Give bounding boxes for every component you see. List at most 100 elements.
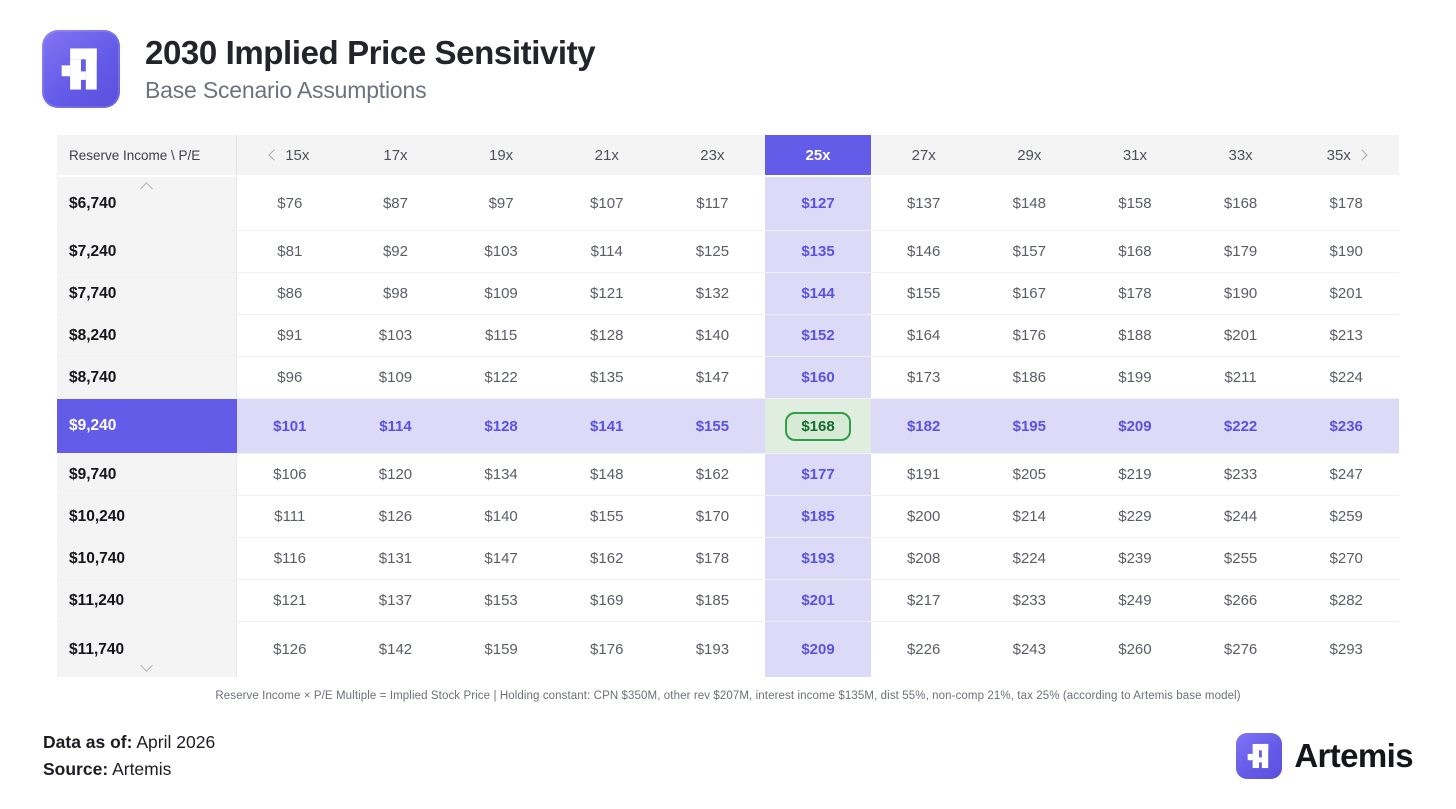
price-cell: $168 — [1118, 243, 1152, 260]
price-cell: $92 — [382, 243, 408, 260]
column-header-31x[interactable]: 31x — [1082, 135, 1188, 175]
price-cell: $224 — [1012, 550, 1046, 567]
row-label-6740[interactable]: $6,740 — [57, 177, 237, 230]
row-label: $11,240 — [69, 591, 125, 609]
price-cell: $185 — [765, 496, 871, 537]
price-cell: $141 — [553, 399, 660, 453]
row-label-7240[interactable]: $7,240 — [57, 231, 237, 272]
price-cell: $233 — [1012, 592, 1046, 609]
price-cell: $91 — [277, 327, 303, 344]
row-label-10740[interactable]: $10,740 — [57, 538, 237, 579]
column-header-23x[interactable]: 23x — [659, 135, 766, 175]
table-row: $7,240 $81 $92 $103 $114 $125 $135 $146 $157 $168… — [57, 231, 1399, 273]
row-label-11740[interactable]: $11,740 — [57, 622, 237, 677]
price-cell: $260 — [1118, 641, 1152, 658]
price-cell: $146 — [906, 243, 941, 260]
table-row: $7,740 $86 $98 $109 $121 $132 $144 $155 $167 $178… — [57, 273, 1399, 315]
price-cell: $229 — [1118, 508, 1152, 525]
price-cell: $155 — [906, 285, 941, 302]
table-row: $10,740 $116 $131 $147 $162 $178 $193 $208 $224 $… — [57, 538, 1399, 580]
source-value: Artemis — [112, 759, 172, 779]
selected-price-pill[interactable]: $168 — [785, 411, 851, 441]
row-label-9740[interactable]: $9,740 — [57, 454, 237, 495]
page-footer: Data as of: April 2026 Source: Artemis — [0, 702, 1456, 783]
price-cell: $217 — [906, 592, 941, 609]
price-cell: $224 — [1329, 369, 1363, 386]
price-cell: $176 — [1012, 327, 1046, 344]
price-cell: $152 — [765, 315, 871, 356]
price-cell: $201 — [1329, 285, 1363, 302]
page-header: 2030 Implied Price Sensitivity Base Scen… — [0, 0, 1456, 108]
price-cell: $128 — [590, 327, 624, 344]
price-cell: $107 — [590, 195, 624, 212]
price-cell: $213 — [1329, 327, 1363, 344]
row-label-9240[interactable]: $9,240 — [57, 399, 237, 453]
price-cell: $178 — [1329, 195, 1363, 212]
column-header-21x[interactable]: 21x — [553, 135, 660, 175]
column-header-19x[interactable]: 19x — [448, 135, 554, 175]
column-header-25x[interactable]: 25x — [765, 135, 871, 175]
price-cell: $121 — [590, 285, 624, 302]
price-cell: $155 — [590, 508, 624, 525]
column-header-15x[interactable]: 15x — [237, 135, 343, 175]
price-cell: $97 — [488, 195, 514, 212]
chevron-up-icon[interactable] — [139, 182, 153, 195]
price-cell: $205 — [1012, 466, 1046, 483]
chevron-down-icon[interactable] — [139, 659, 153, 672]
price-cell: $158 — [1118, 195, 1152, 212]
table-body: $6,740 $76 $87 $97 $107 $117 $127 $137 $148 $158 $… — [57, 177, 1400, 677]
price-cell: $190 — [1329, 243, 1363, 260]
chevron-right-icon[interactable] — [1356, 149, 1368, 161]
source-line: Source: Artemis — [43, 756, 215, 783]
price-cell: $270 — [1329, 550, 1363, 567]
row-label: $11,740 — [69, 640, 125, 658]
row-label-8240[interactable]: $8,240 — [57, 315, 237, 356]
artemis-logo-small-icon — [1236, 733, 1283, 779]
brand-name: Artemis — [1294, 737, 1413, 774]
price-cell: $186 — [1012, 369, 1046, 386]
row-label-7740[interactable]: $7,740 — [57, 273, 237, 314]
price-cell: $121 — [273, 592, 307, 609]
row-label: $9,240 — [69, 417, 117, 434]
price-cell: $243 — [1012, 641, 1046, 658]
price-cell: $199 — [1118, 369, 1152, 386]
column-header-29x[interactable]: 29x — [976, 135, 1083, 175]
price-cell: $128 — [448, 399, 554, 453]
column-header-27x[interactable]: 27x — [870, 135, 977, 175]
price-cell: $142 — [378, 641, 413, 658]
row-label-11240[interactable]: $11,240 — [57, 580, 237, 621]
title-block: 2030 Implied Price Sensitivity Base Scen… — [145, 34, 596, 104]
chevron-left-icon[interactable] — [268, 149, 280, 161]
row-label-8740[interactable]: $8,740 — [57, 357, 237, 398]
column-header-label: 29x — [1017, 146, 1042, 164]
column-header-label: 23x — [700, 146, 725, 164]
page-subtitle: Base Scenario Assumptions — [145, 77, 427, 103]
price-cell: $101 — [237, 399, 343, 453]
column-header-label: 35x — [1326, 146, 1351, 164]
price-cell: $81 — [277, 243, 303, 260]
column-header-label: 31x — [1122, 146, 1148, 164]
selected-price-cell: $168 — [765, 399, 871, 453]
price-cell: $259 — [1329, 508, 1363, 525]
column-header-35x[interactable]: 35x — [1293, 135, 1400, 175]
price-cell: $109 — [378, 369, 413, 386]
row-label: $8,240 — [69, 326, 117, 344]
row-label-10240[interactable]: $10,240 — [57, 496, 237, 537]
price-cell: $162 — [695, 466, 730, 483]
table-row: $11,240 $121 $137 $153 $169 $185 $201 $217 $233 $… — [57, 580, 1399, 622]
row-label: $7,240 — [69, 242, 117, 260]
price-cell: $106 — [273, 466, 307, 483]
price-cell: $148 — [1012, 195, 1046, 212]
table-row: $8,240 $91 $103 $115 $128 $140 $152 $164 $176 $18… — [57, 315, 1399, 357]
row-label: $10,240 — [69, 507, 126, 525]
row-label: $9,740 — [69, 465, 117, 483]
price-cell: $162 — [590, 550, 624, 567]
price-cell: $148 — [590, 466, 624, 483]
column-header-17x[interactable]: 17x — [342, 135, 449, 175]
price-cell: $191 — [906, 466, 941, 483]
price-cell: $190 — [1223, 285, 1258, 302]
column-header-label: 19x — [489, 146, 514, 164]
column-header-33x[interactable]: 33x — [1187, 135, 1294, 175]
price-cell: $276 — [1223, 641, 1258, 658]
